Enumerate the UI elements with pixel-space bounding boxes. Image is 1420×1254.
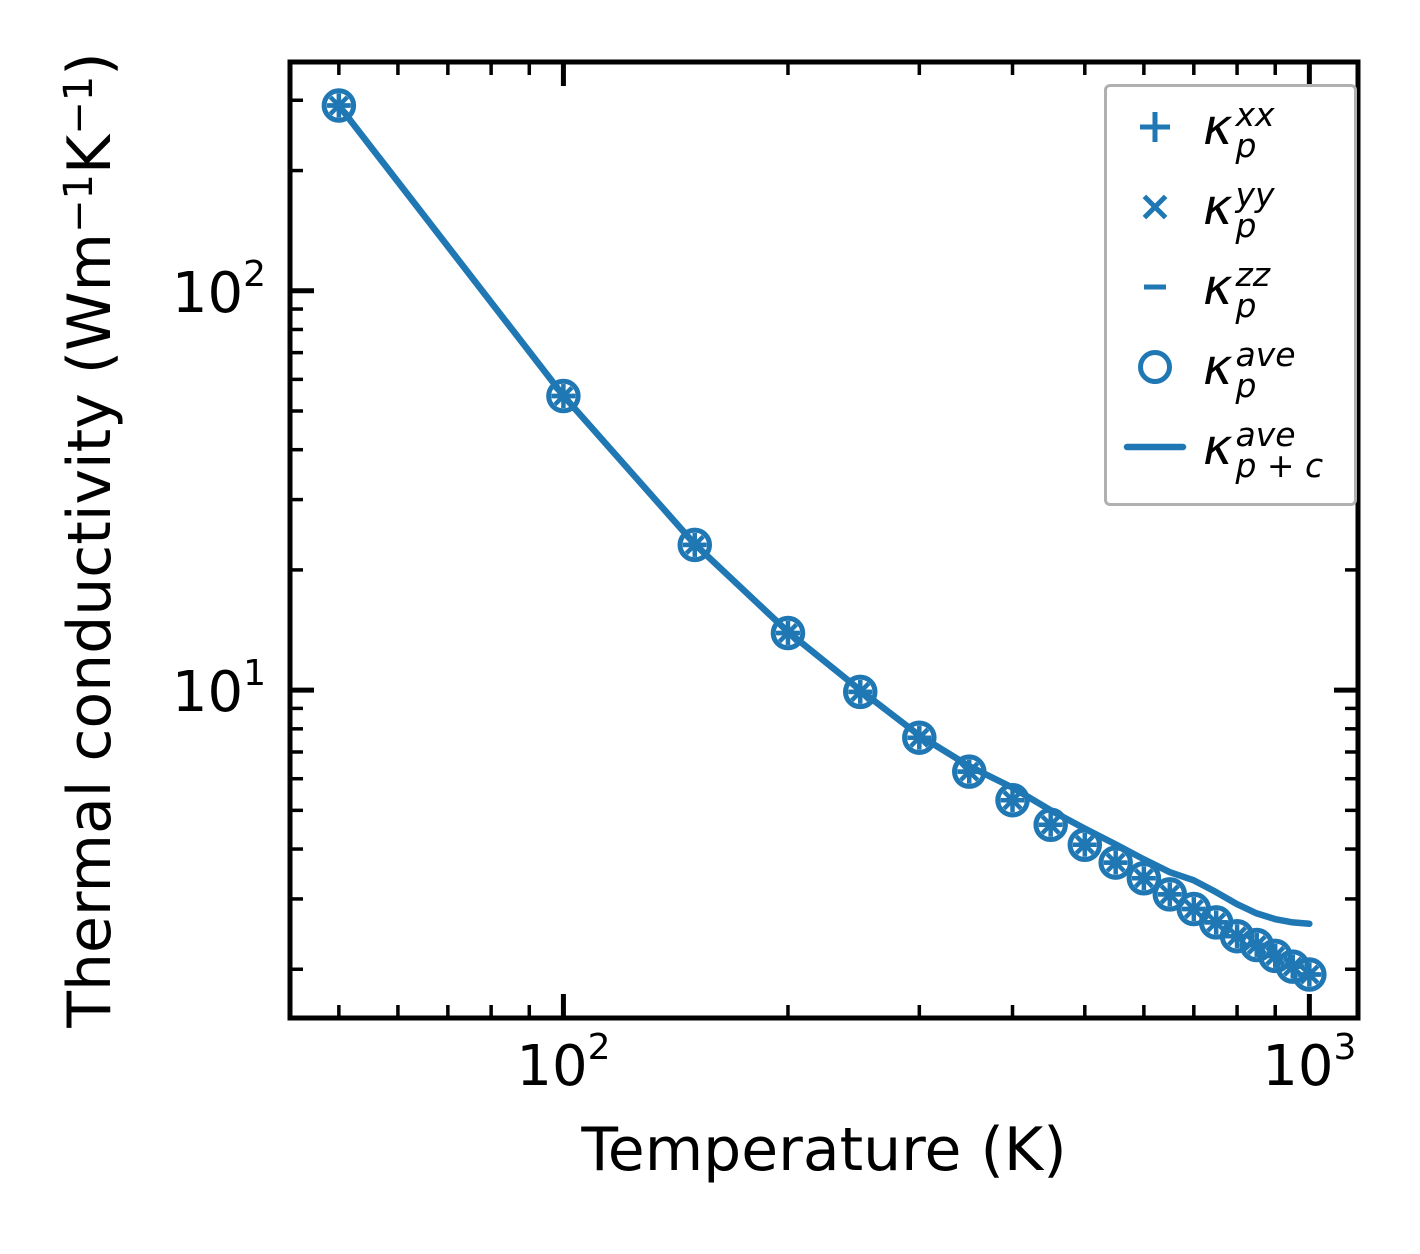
legend-item: κ xx p [1107,87,1354,167]
cross-marker-icon [1142,194,1168,220]
y-tick-label: 102 [172,254,266,326]
legend-item: κ yy p [1107,167,1354,247]
x-tick-label: 103 [1262,1027,1356,1099]
y-tick-label: 101 [172,653,266,725]
legend-marker-cell [1107,423,1203,471]
x-axis-label: Temperature (K) [580,1115,1066,1185]
legend: κ xx p κ yy p κ zz p κ ave p κ ave p + c [1104,84,1357,506]
series-circle-markers [321,88,1327,992]
axes-layer: 102 103 102 101 [172,59,1361,1099]
series-layer [321,88,1327,992]
legend-marker-cell [1107,103,1203,151]
legend-item-label: κ ave p + c [1203,414,1324,485]
legend-item-label: κ ave p [1203,334,1296,405]
legend-item: κ zz p [1107,247,1354,327]
legend-marker-cell [1107,343,1203,391]
legend-item-label: κ yy p [1203,174,1275,245]
plot-border [287,59,1361,1021]
x-tick-label: 102 [516,1027,610,1099]
legend-item: κ ave p [1107,327,1354,407]
dash-marker-icon [1144,284,1166,290]
legend-marker-cell [1107,263,1203,311]
series-dash-markers [327,103,1321,977]
legend-item: κ ave p + c [1107,407,1354,487]
circle-marker-icon [1138,350,1172,384]
legend-marker-cell [1107,183,1203,231]
plus-marker-icon [1140,112,1170,142]
legend-item-label: κ xx p [1203,94,1275,165]
line-marker-icon [1123,443,1187,451]
legend-item-label: κ zz p [1203,254,1271,325]
y-axis-label: Thermal conductivity (Wm−1K−1) [55,52,125,1028]
